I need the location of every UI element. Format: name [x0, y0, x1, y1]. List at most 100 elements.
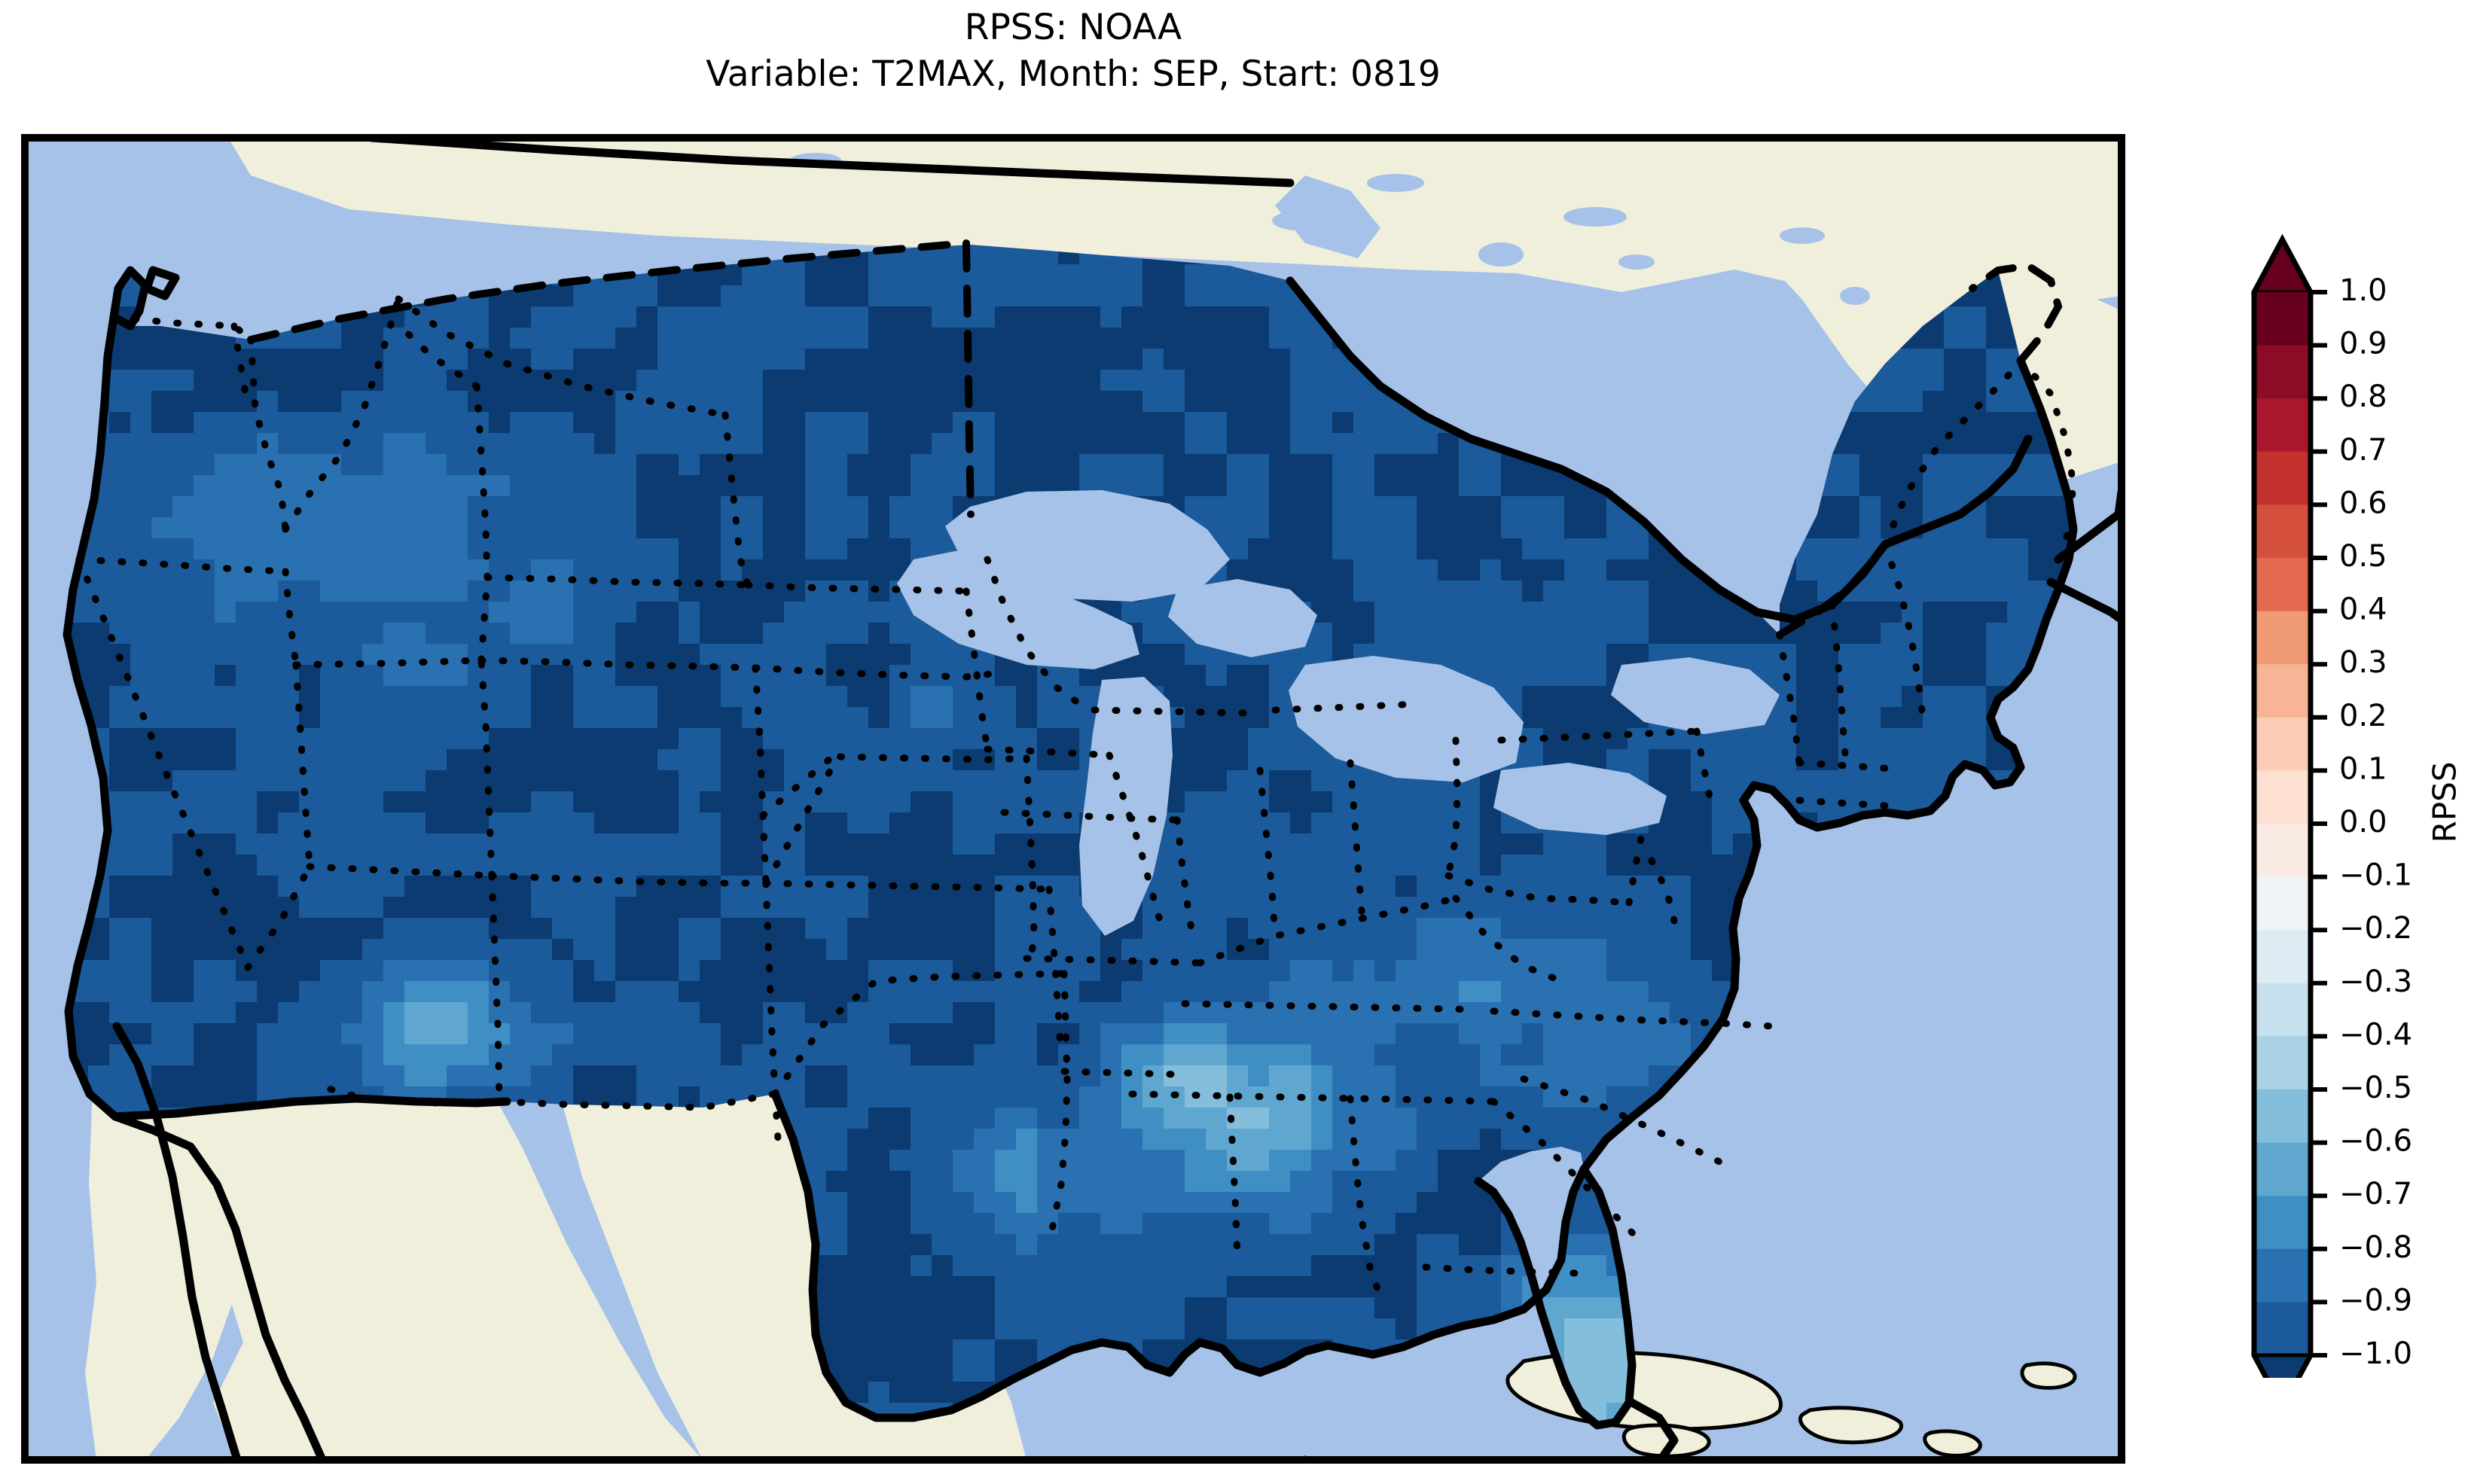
rpss-grid-cell	[805, 939, 827, 961]
rpss-grid-cell	[1986, 665, 2008, 687]
rpss-grid-cell	[1923, 707, 1945, 729]
rpss-grid-cell	[1016, 412, 1038, 434]
rpss-grid-cell	[88, 960, 110, 982]
rpss-grid-cell	[1248, 433, 1270, 455]
rpss-grid-cell	[1838, 475, 1860, 497]
rpss-grid-cell	[784, 623, 806, 644]
rpss-grid-cell	[615, 644, 637, 666]
rpss-grid-cell	[700, 1002, 721, 1024]
rpss-grid-cell	[1649, 918, 1670, 940]
rpss-grid-cell	[1543, 686, 1565, 708]
rpss-grid-cell	[1459, 876, 1481, 897]
rpss-grid-cell	[784, 433, 806, 455]
rpss-grid-cell	[109, 707, 131, 729]
rpss-grid-cell	[889, 644, 911, 666]
rpss-grid-cell	[1269, 749, 1291, 771]
rpss-grid-cell	[1037, 665, 1059, 687]
rpss-grid-cell	[1269, 939, 1291, 961]
rpss-grid-cell	[257, 475, 279, 497]
rpss-grid-cell	[1185, 855, 1206, 876]
rpss-grid-cell	[974, 1044, 996, 1066]
rpss-grid-cell	[299, 686, 321, 708]
rpss-grid-cell	[257, 538, 279, 560]
rpss-grid-cell	[636, 412, 658, 434]
rpss-grid-cell	[257, 812, 279, 834]
rpss-grid-cell	[278, 833, 300, 855]
rpss-grid-cell	[1396, 412, 1417, 434]
rpss-grid-cell	[362, 897, 384, 919]
rpss-grid-cell	[847, 960, 869, 982]
rpss-grid-cell	[404, 1065, 426, 1087]
rpss-grid-cell	[742, 833, 764, 855]
rpss-grid-cell	[636, 770, 658, 792]
rpss-grid-cell	[1290, 433, 1312, 455]
rpss-grid-cell	[362, 580, 384, 602]
rpss-grid-cell	[974, 475, 996, 497]
rpss-grid-cell	[1627, 1065, 1649, 1087]
rpss-grid-cell	[995, 285, 1017, 307]
rpss-grid-cell	[1522, 686, 1544, 708]
rpss-grid-cell	[657, 1002, 679, 1024]
rpss-grid-cell	[236, 412, 258, 434]
rpss-grid-cell	[847, 791, 869, 813]
rpss-grid-cell	[911, 1023, 932, 1045]
rpss-grid-cell	[700, 686, 721, 708]
rpss-grid-cell	[1016, 833, 1038, 855]
rpss-grid-cell	[172, 328, 194, 349]
rpss-grid-cell	[1164, 918, 1185, 940]
rpss-grid-cell	[594, 812, 616, 834]
rpss-grid-cell	[1585, 960, 1607, 982]
rpss-grid-cell	[1206, 1108, 1228, 1129]
rpss-grid-cell	[763, 475, 785, 497]
rpss-grid-cell	[847, 1023, 869, 1045]
rpss-grid-cell	[826, 602, 848, 623]
rpss-grid-cell	[236, 602, 258, 623]
rpss-grid-cell	[1311, 496, 1333, 518]
rpss-grid-cell	[1185, 391, 1206, 413]
rpss-grid-cell	[1206, 496, 1228, 518]
rpss-grid-cell	[130, 918, 152, 940]
rpss-grid-cell	[868, 328, 890, 349]
rpss-grid-cell	[974, 433, 996, 455]
rpss-grid-cell	[257, 580, 279, 602]
rpss-grid-cell	[826, 412, 848, 434]
rpss-grid-cell	[404, 876, 426, 897]
rpss-grid-cell	[1712, 791, 1734, 813]
rpss-grid-cell	[889, 939, 911, 961]
rpss-grid-cell	[1269, 285, 1291, 307]
rpss-grid-cell	[151, 475, 173, 497]
rpss-grid-cell	[151, 328, 173, 349]
rpss-grid-cell	[700, 981, 721, 1003]
rpss-grid-cell	[489, 770, 511, 792]
rpss-grid-cell	[362, 665, 384, 687]
rpss-grid-cell	[1332, 433, 1354, 455]
rpss-grid-cell	[573, 328, 595, 349]
rpss-grid-cell	[594, 939, 616, 961]
rpss-grid-cell	[868, 1023, 890, 1045]
rpss-grid-cell	[763, 433, 785, 455]
rpss-grid-cell	[278, 412, 300, 434]
rpss-grid-cell	[1206, 285, 1228, 307]
rpss-grid-cell	[1838, 496, 1860, 518]
rpss-grid-cell	[1121, 412, 1143, 434]
rpss-grid-cell	[594, 538, 616, 560]
rpss-grid-cell	[320, 665, 342, 687]
rpss-grid-cell	[868, 770, 890, 792]
rpss-grid-cell	[215, 412, 236, 434]
rpss-grid-cell	[109, 960, 131, 982]
rpss-grid-cell	[1649, 749, 1670, 771]
rpss-grid-cell	[615, 412, 637, 434]
rpss-grid-cell	[1564, 644, 1586, 666]
rpss-grid-cell	[383, 412, 405, 434]
rpss-grid-cell	[573, 538, 595, 560]
rpss-grid-cell	[1417, 791, 1438, 813]
rpss-grid-cell	[320, 939, 342, 961]
rpss-grid-cell	[531, 328, 553, 349]
rpss-grid-cell	[868, 1065, 890, 1087]
rpss-grid-cell	[1396, 496, 1417, 518]
rpss-grid-cell	[953, 981, 975, 1003]
rpss-grid-cell	[594, 391, 616, 413]
rpss-grid-cell	[742, 412, 764, 434]
rpss-grid-cell	[215, 833, 236, 855]
rpss-grid-cell	[953, 728, 975, 750]
